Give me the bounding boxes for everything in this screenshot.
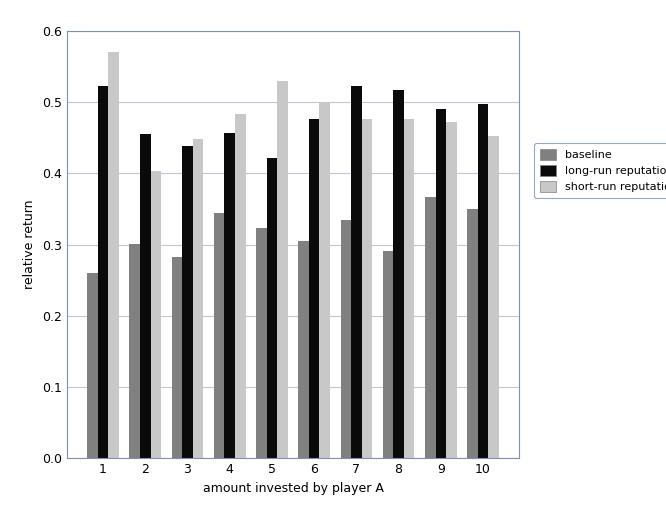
Bar — [266, 158, 277, 458]
Bar — [182, 146, 192, 458]
Bar — [394, 90, 404, 458]
Bar — [172, 257, 182, 458]
Bar — [383, 251, 394, 458]
Bar — [277, 81, 288, 458]
Bar — [446, 122, 457, 458]
Legend: baseline, long-run reputation, short-run reputation: baseline, long-run reputation, short-run… — [534, 143, 666, 198]
Bar — [214, 213, 224, 458]
Bar — [256, 228, 266, 458]
Bar — [320, 102, 330, 458]
Bar — [98, 86, 109, 458]
Bar — [151, 171, 161, 458]
Bar — [478, 104, 488, 458]
Bar — [298, 241, 309, 458]
Bar — [351, 86, 362, 458]
Bar — [309, 119, 320, 458]
Bar — [404, 119, 414, 458]
Bar — [436, 109, 446, 458]
Bar — [224, 133, 235, 458]
Y-axis label: relative return: relative return — [23, 200, 36, 289]
Bar — [140, 134, 151, 458]
Bar — [340, 220, 351, 458]
Bar — [235, 113, 246, 458]
Bar — [488, 136, 499, 458]
Bar — [87, 273, 98, 458]
Bar — [129, 244, 140, 458]
Bar — [192, 139, 203, 458]
Bar — [468, 209, 478, 458]
Bar — [425, 197, 436, 458]
Bar — [109, 53, 119, 458]
X-axis label: amount invested by player A: amount invested by player A — [202, 482, 384, 495]
Bar — [362, 119, 372, 458]
